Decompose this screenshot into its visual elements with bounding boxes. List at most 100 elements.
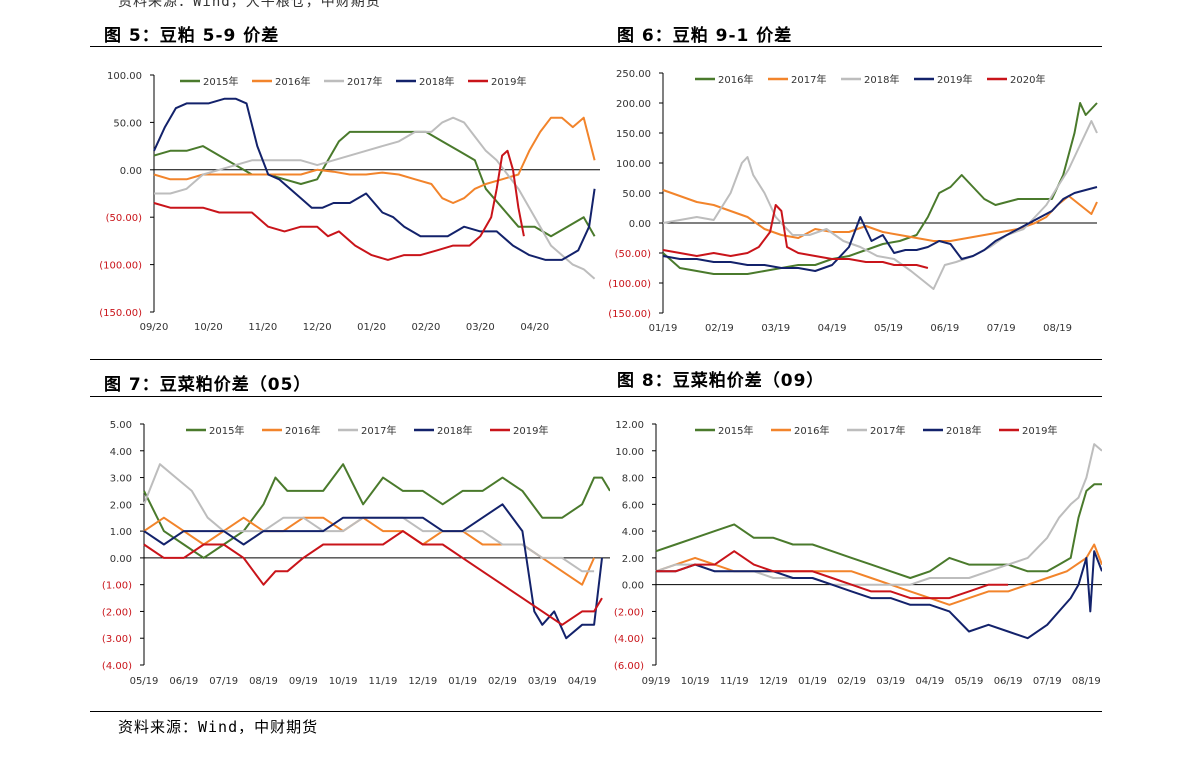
x-tick-label: 03/19 bbox=[761, 323, 790, 334]
top-source-text: 资料来源：Wind，大牛粮仓，中财期货 bbox=[118, 0, 381, 10]
y-tick-label: (2.00) bbox=[614, 607, 644, 618]
x-tick-label: 01/19 bbox=[649, 323, 678, 334]
legend-label: 2015年 bbox=[203, 75, 238, 88]
chart-title-fig7: 图 7：豆菜粕价差（05） bbox=[104, 375, 312, 395]
y-tick-label: 4.00 bbox=[622, 527, 644, 538]
legend-label: 2017年 bbox=[791, 73, 826, 86]
chart-fig6: 250.00 200.00 150.00 100.00 50.00 0.00 (50.00)… bbox=[608, 69, 1098, 334]
legend-label: 2015年 bbox=[209, 424, 244, 437]
y-tick-label: (1.00) bbox=[102, 581, 132, 592]
y-tick-label: 4.00 bbox=[110, 447, 132, 458]
x-tick-label: 01/19 bbox=[448, 676, 477, 687]
x-tick-label: 05/19 bbox=[874, 323, 903, 334]
x-tick-label: 08/19 bbox=[1072, 676, 1101, 687]
x-tick-label: 10/20 bbox=[194, 322, 223, 333]
legend-label: 2017年 bbox=[870, 424, 905, 437]
x-tick-label: 06/19 bbox=[169, 676, 198, 687]
x-tick-label: 08/19 bbox=[249, 676, 278, 687]
series-line-2018年 bbox=[153, 97, 596, 261]
chart-fig8: 12.00 10.00 8.00 6.00 4.00 2.00 0.00 (2.00) (4.0… bbox=[614, 420, 1102, 687]
y-tick-label: (100.00) bbox=[99, 261, 142, 272]
legend-label: 2015年 bbox=[718, 424, 753, 437]
y-tick-label: (100.00) bbox=[608, 279, 651, 290]
legend-label: 2019年 bbox=[513, 424, 548, 437]
x-tick-label: 07/19 bbox=[987, 323, 1016, 334]
legend-label: 2018年 bbox=[946, 424, 981, 437]
y-tick-label: (4.00) bbox=[102, 661, 132, 672]
series-line-2018年 bbox=[656, 550, 1102, 640]
y-tick-label: 150.00 bbox=[616, 129, 651, 140]
x-tick-label: 06/19 bbox=[930, 323, 959, 334]
legend-label: 2016年 bbox=[275, 75, 310, 88]
x-tick-label: 04/19 bbox=[568, 676, 597, 687]
series-line-2016年 bbox=[143, 516, 596, 586]
series-line-2015年 bbox=[655, 483, 1102, 579]
legend-label: 2016年 bbox=[285, 424, 320, 437]
y-tick-label: (150.00) bbox=[99, 308, 142, 319]
x-tick-label: 11/19 bbox=[720, 676, 749, 687]
x-tick-label: 09/19 bbox=[289, 676, 318, 687]
x-tick-label: 02/19 bbox=[837, 676, 866, 687]
x-tick-label: 12/19 bbox=[759, 676, 788, 687]
x-tick-label: 10/19 bbox=[681, 676, 710, 687]
legend-label: 2016年 bbox=[718, 73, 753, 86]
x-tick-label: 10/19 bbox=[329, 676, 358, 687]
y-tick-label: (4.00) bbox=[614, 634, 644, 645]
chart-title-fig8: 图 8：豆菜粕价差（09） bbox=[617, 371, 825, 391]
series-line-2017年 bbox=[154, 116, 596, 280]
title-rule-bottom bbox=[90, 396, 1102, 397]
x-tick-label: 08/19 bbox=[1043, 323, 1072, 334]
series-line-2016年 bbox=[153, 116, 596, 204]
source-text: 资料来源：Wind，中财期货 bbox=[118, 718, 319, 736]
series-line-2015年 bbox=[153, 130, 596, 238]
y-tick-label: (2.00) bbox=[102, 607, 132, 618]
y-tick-label: 0.00 bbox=[622, 581, 644, 592]
x-tick-label: 05/19 bbox=[955, 676, 984, 687]
legend-label: 2019年 bbox=[491, 75, 526, 88]
y-tick-label: 1.00 bbox=[110, 527, 132, 538]
series-line-2016年 bbox=[662, 102, 1098, 275]
legend-label: 2018年 bbox=[437, 424, 472, 437]
y-tick-label: 100.00 bbox=[107, 71, 142, 82]
x-tick-label: 09/20 bbox=[140, 322, 169, 333]
x-tick-label: 04/19 bbox=[818, 323, 847, 334]
series-line-2017年 bbox=[655, 443, 1102, 586]
series-line-2015年 bbox=[143, 463, 610, 559]
chart-fig5: 100.00 50.00 0.00 (50.00) (100.00) (150.00) 09… bbox=[99, 71, 600, 333]
x-tick-label: 03/19 bbox=[876, 676, 905, 687]
y-tick-label: 8.00 bbox=[622, 474, 644, 485]
x-tick-label: 09/19 bbox=[642, 676, 671, 687]
y-tick-label: (50.00) bbox=[106, 213, 143, 224]
legend-label: 2017年 bbox=[347, 75, 382, 88]
series-line-2019年 bbox=[656, 550, 1009, 600]
x-tick-label: 07/19 bbox=[1033, 676, 1062, 687]
series-line-2019年 bbox=[143, 530, 603, 626]
divider-middle bbox=[90, 359, 1102, 360]
x-tick-label: 01/20 bbox=[357, 322, 386, 333]
legend-label: 2016年 bbox=[794, 424, 829, 437]
x-tick-label: 02/19 bbox=[488, 676, 517, 687]
y-tick-label: 0.00 bbox=[629, 219, 651, 230]
y-tick-label: (50.00) bbox=[615, 249, 652, 260]
series-line-2019年 bbox=[153, 149, 525, 261]
legend-label: 2018年 bbox=[419, 75, 454, 88]
x-tick-label: 02/20 bbox=[412, 322, 441, 333]
series-line-2018年 bbox=[662, 120, 1098, 290]
x-tick-label: 04/20 bbox=[520, 322, 549, 333]
legend-label: 2019年 bbox=[937, 73, 972, 86]
x-tick-label: 12/20 bbox=[303, 322, 332, 333]
legend-label: 2020年 bbox=[1010, 73, 1045, 86]
legend-label: 2019年 bbox=[1022, 424, 1057, 437]
y-tick-label: 10.00 bbox=[615, 447, 644, 458]
x-tick-label: 02/19 bbox=[705, 323, 734, 334]
y-tick-label: 5.00 bbox=[110, 420, 132, 431]
series-line-2019年 bbox=[662, 186, 1098, 272]
y-tick-label: 0.00 bbox=[120, 166, 142, 177]
legend-label: 2017年 bbox=[361, 424, 396, 437]
series-line-2020年 bbox=[662, 204, 929, 269]
y-tick-label: 2.00 bbox=[110, 500, 132, 511]
x-tick-label: 01/19 bbox=[798, 676, 827, 687]
y-tick-label: 100.00 bbox=[616, 159, 651, 170]
y-tick-label: (3.00) bbox=[102, 634, 132, 645]
y-tick-label: 50.00 bbox=[622, 189, 651, 200]
